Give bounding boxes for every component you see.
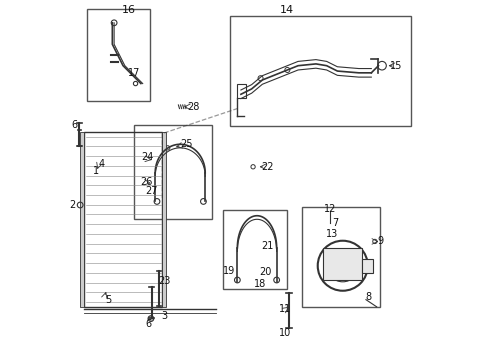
Text: 28: 28 xyxy=(187,102,200,112)
Text: 24: 24 xyxy=(141,152,153,162)
Text: 3: 3 xyxy=(161,311,167,321)
Bar xyxy=(223,210,287,289)
Text: 2: 2 xyxy=(69,200,75,210)
Bar xyxy=(134,125,212,219)
Text: 11: 11 xyxy=(279,304,291,314)
Bar xyxy=(80,132,83,307)
Text: 1: 1 xyxy=(93,166,99,176)
Bar xyxy=(237,84,246,98)
Text: 7: 7 xyxy=(332,218,338,228)
Bar xyxy=(162,132,165,307)
Bar xyxy=(87,9,149,102)
Bar xyxy=(362,258,372,273)
Bar xyxy=(83,132,162,307)
Text: 6: 6 xyxy=(72,120,78,130)
Text: 22: 22 xyxy=(260,162,273,172)
Bar xyxy=(323,248,362,280)
Text: 10: 10 xyxy=(279,328,291,338)
Text: 15: 15 xyxy=(389,61,402,71)
Bar xyxy=(230,16,410,126)
Text: 8: 8 xyxy=(365,292,371,302)
Text: 25: 25 xyxy=(180,139,192,149)
Text: 9: 9 xyxy=(376,236,383,246)
Text: 27: 27 xyxy=(145,186,158,196)
Text: 21: 21 xyxy=(261,241,273,251)
Text: 26: 26 xyxy=(140,177,152,187)
Text: 16: 16 xyxy=(121,5,135,15)
Text: 5: 5 xyxy=(105,295,112,305)
Text: 13: 13 xyxy=(325,229,338,239)
Text: 23: 23 xyxy=(158,276,170,286)
Text: 20: 20 xyxy=(259,267,271,277)
Circle shape xyxy=(148,316,153,321)
Text: 14: 14 xyxy=(280,5,294,15)
Text: 4: 4 xyxy=(99,159,104,169)
Text: 12: 12 xyxy=(324,203,336,213)
Bar xyxy=(301,207,380,307)
Text: 6: 6 xyxy=(144,319,151,329)
Text: 19: 19 xyxy=(223,266,235,276)
Text: 17: 17 xyxy=(127,68,140,78)
Text: 18: 18 xyxy=(254,279,266,289)
